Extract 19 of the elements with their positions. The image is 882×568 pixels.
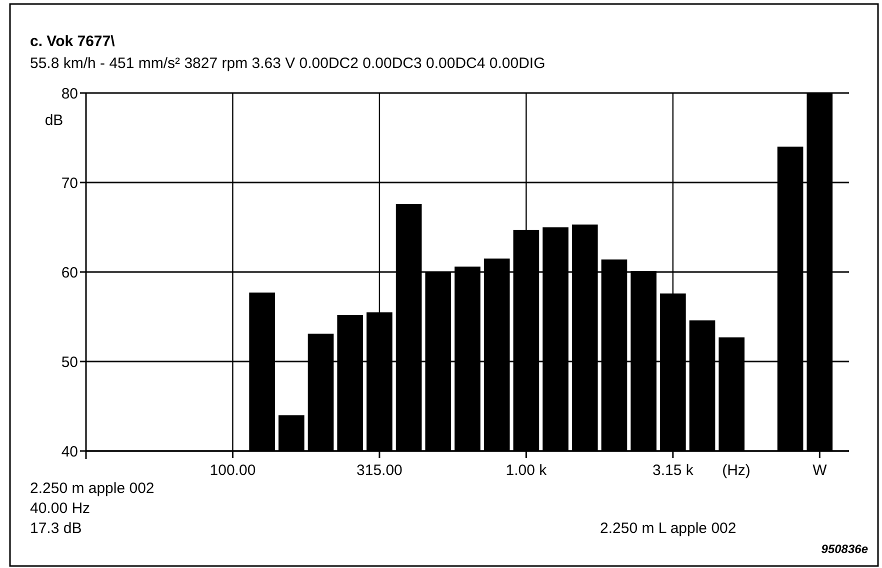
x-tick-label: 100.00 (210, 462, 256, 479)
text: 40.00 Hz (30, 500, 90, 517)
x-tick-label: 315.00 (356, 462, 402, 479)
text: 2.250 m apple 002 (30, 480, 154, 497)
x-axis-title: (Hz) (722, 462, 750, 479)
x-tick-label: W (812, 462, 828, 479)
chart-title: c. Vok 7677\ (30, 33, 116, 50)
text: 2.250 m L apple 002 (600, 520, 736, 537)
x-tick-label: 1.00 k (506, 462, 548, 479)
y-axis-title: dB (44, 112, 64, 129)
y-tick-label: 60 (61, 264, 78, 282)
y-tick-label: 70 (61, 174, 78, 192)
y-tick-label: 50 (61, 354, 78, 371)
text: 17.3 dB (30, 520, 82, 537)
x-tick-label: 3.15 k (652, 462, 694, 479)
y-tick-label: 80 (61, 85, 78, 102)
chart-subtitle: 55.8 km/h - 451 mm/s² 3827 rpm 3.63 V 0.00DC2 0.00DC3 0.00DC4 0.00DIG (30, 55, 546, 72)
y-tick-label: 40 (61, 443, 78, 460)
text: 950836e (821, 542, 868, 556)
